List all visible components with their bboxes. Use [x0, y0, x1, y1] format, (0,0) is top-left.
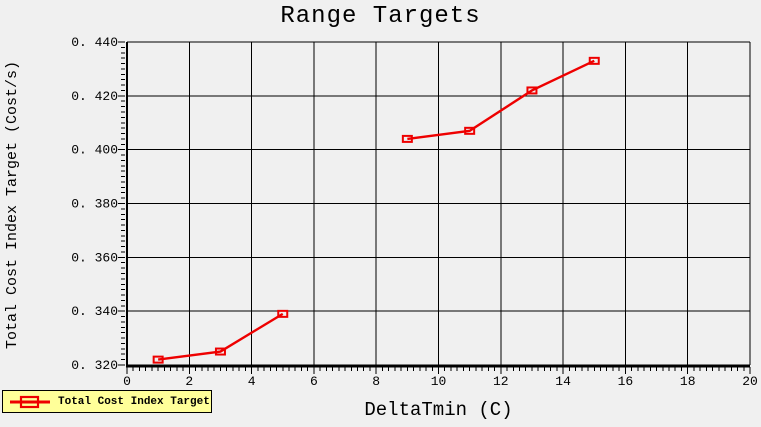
x-tick-label: 10 — [431, 374, 447, 389]
x-tick-label: 4 — [248, 374, 256, 389]
tick-labels: 0 2 4 6 8 10 12 14 16 18 20 0. 320 0. 340 0. 360 0. 38… — [71, 35, 758, 389]
series-line — [157, 312, 284, 361]
legend-label: Total Cost Index Target — [58, 395, 210, 408]
x-tick-label: 0 — [123, 374, 131, 389]
data-point-marker — [214, 347, 226, 356]
data-point-marker — [277, 309, 289, 318]
y-tick-label: 0. 380 — [71, 197, 118, 212]
x-tick-label: 8 — [372, 374, 380, 389]
data-point-marker — [152, 355, 164, 364]
x-tick-label: 12 — [493, 374, 509, 389]
data-point-marker — [526, 86, 538, 95]
y-tick-label: 0. 340 — [71, 304, 118, 319]
x-tick-label: 2 — [185, 374, 193, 389]
grid-lines — [126, 41, 751, 366]
x-tick-label: 18 — [680, 374, 696, 389]
chart-title: Range Targets — [280, 3, 481, 30]
y-tick-label: 0. 400 — [71, 143, 118, 158]
y-tick-label: 0. 320 — [71, 358, 118, 373]
data-point-marker — [588, 56, 600, 65]
data-point-marker — [401, 134, 413, 143]
x-tick-label: 6 — [310, 374, 318, 389]
x-tick-label: 16 — [618, 374, 634, 389]
series-total-cost-index-target — [152, 56, 600, 364]
x-axis-title: DeltaTmin (C) — [364, 399, 513, 421]
tick-marks — [118, 41, 751, 374]
y-tick-label: 0. 420 — [71, 89, 118, 104]
y-tick-label: 0. 360 — [71, 250, 118, 265]
data-point-marker — [464, 126, 476, 135]
y-tick-label: 0. 440 — [71, 35, 118, 50]
series-marker-icon — [10, 395, 50, 408]
x-tick-label: 20 — [742, 374, 758, 389]
legend[interactable]: Total Cost Index Target — [2, 390, 212, 413]
x-tick-label: 14 — [555, 374, 571, 389]
series-line — [407, 59, 595, 141]
axes — [126, 42, 750, 368]
